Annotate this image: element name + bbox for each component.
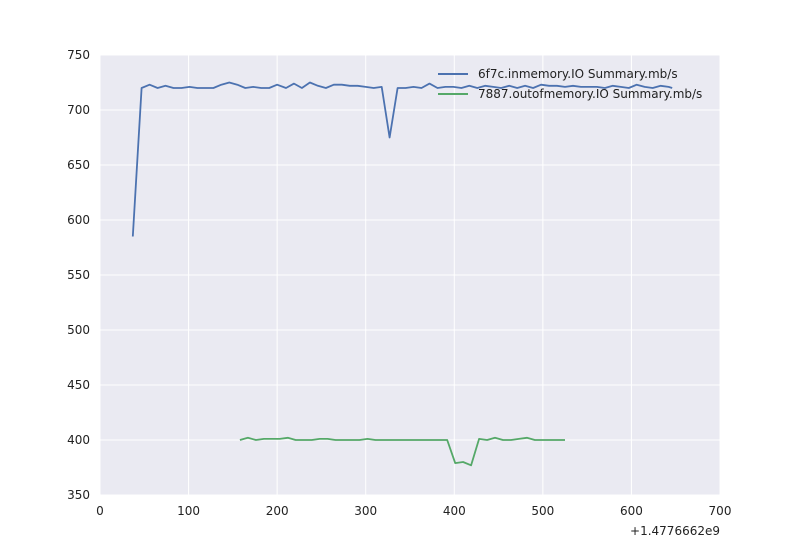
legend-label: 6f7c.inmemory.IO Summary.mb/s — [478, 67, 678, 81]
series-line-1 — [131, 81, 673, 237]
x-tick-label: 300 — [354, 504, 377, 518]
series-lines — [131, 81, 673, 467]
y-tick-label: 550 — [67, 268, 90, 282]
y-tick-label: 700 — [67, 103, 90, 117]
y-tick-label: 750 — [67, 48, 90, 62]
series-line-2 — [239, 436, 565, 467]
legend: 6f7c.inmemory.IO Summary.mb/s 7887.outofm… — [438, 67, 702, 101]
y-tick-label: 600 — [67, 213, 90, 227]
x-tick-label: 400 — [443, 504, 466, 518]
x-axis-ticks: 0 100 200 300 400 500 600 700 — [96, 504, 731, 518]
y-tick-label: 500 — [67, 323, 90, 337]
x-tick-label: 200 — [266, 504, 289, 518]
x-tick-label: 700 — [709, 504, 732, 518]
y-tick-label: 450 — [67, 378, 90, 392]
x-tick-label: 100 — [177, 504, 200, 518]
y-axis-ticks: 350 400 450 500 550 600 650 700 750 — [67, 48, 90, 502]
y-tick-label: 350 — [67, 488, 90, 502]
x-tick-label: 600 — [620, 504, 643, 518]
x-axis-offset-label: +1.4776662e9 — [630, 524, 720, 538]
x-tick-label: 500 — [531, 504, 554, 518]
legend-label: 7887.outofmemory.IO Summary.mb/s — [478, 87, 702, 101]
y-tick-label: 400 — [67, 433, 90, 447]
x-tick-label: 0 — [96, 504, 104, 518]
y-tick-label: 650 — [67, 158, 90, 172]
